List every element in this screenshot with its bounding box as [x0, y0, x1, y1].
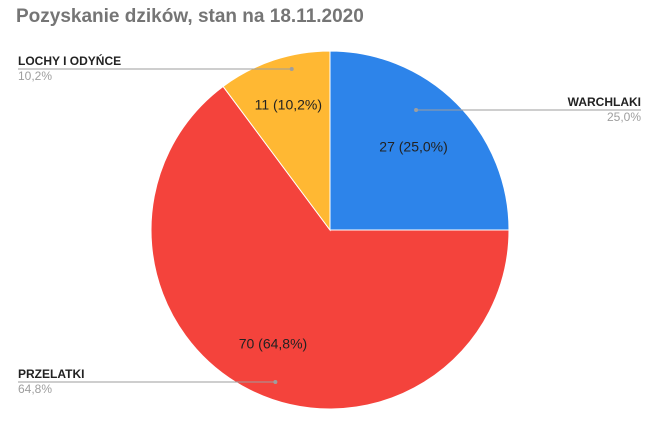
pie-slice-lochy-i-odynce: [222, 50, 331, 232]
slice-value-label-lochy-i-odynce: 11 (10,2%): [255, 96, 322, 112]
slice-percent-label-przelatki: 64,8%: [18, 382, 52, 396]
slice-category-label-przelatki: PRZELATKI: [18, 367, 84, 381]
slice-category-label-warchlaki: WARCHLAKI: [568, 95, 641, 109]
pie-slice-przelatki: [150, 85, 510, 410]
slice-category-label-lochy-i-odynce: LOCHY I ODYŃCE: [18, 53, 121, 68]
slice-value-label-przelatki: 70 (64,8%): [239, 336, 307, 352]
leader-dot-warchlaki: [414, 108, 419, 112]
pie-slice-warchlaki: [329, 50, 510, 231]
leader-dot-lochy-i-odynce: [289, 67, 294, 71]
slice-percent-label-warchlaki: 25,0%: [607, 110, 641, 124]
slices-layer: [150, 50, 510, 410]
slice-percent-label-lochy-i-odynce: 10,2%: [18, 69, 52, 83]
chart-title: Pozyskanie dzików, stan na 18.11.2020: [16, 6, 364, 27]
leader-dot-przelatki: [273, 380, 278, 384]
slice-value-label-warchlaki: 27 (25,0%): [379, 138, 447, 154]
leader-lines-layer: [18, 67, 641, 384]
